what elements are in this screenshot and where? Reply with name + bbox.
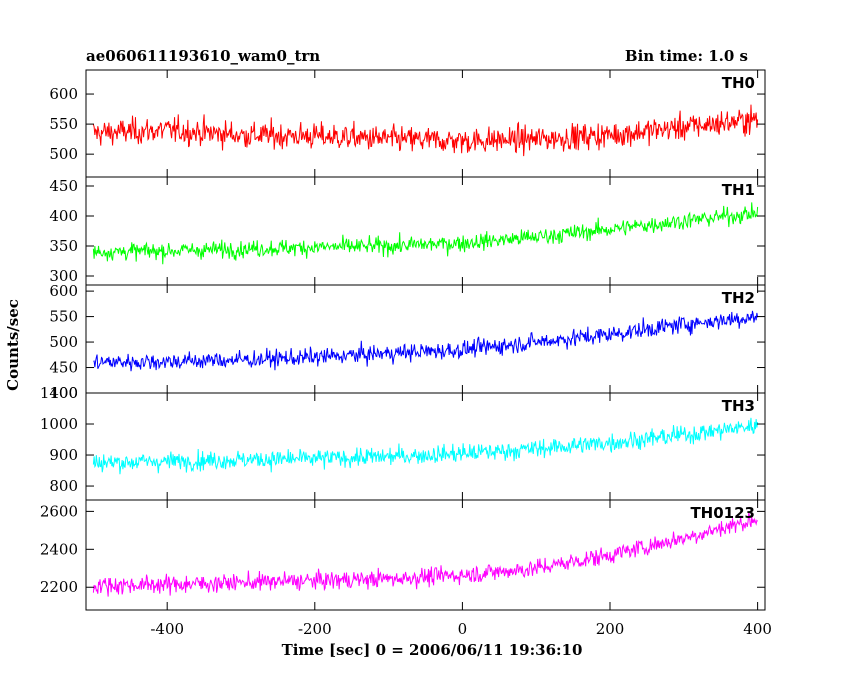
x-tick-label: 400 xyxy=(743,620,772,638)
y-tick-label: 2400 xyxy=(40,540,78,558)
y-tick-label: 2600 xyxy=(40,502,78,520)
series-line-th0 xyxy=(92,104,759,157)
series-line-th0123 xyxy=(92,512,758,597)
y-tick-label: 600 xyxy=(49,282,78,300)
chart-title: ae060611193610_wam0_trn xyxy=(86,47,320,65)
panel-frame-th2 xyxy=(85,284,766,394)
x-axis-label: Time [sec] 0 = 2006/06/11 19:36:10 xyxy=(282,641,583,659)
panel-label-th0: TH0 xyxy=(722,74,755,92)
panel-label-th2: TH2 xyxy=(722,289,755,307)
series-line-th2 xyxy=(93,310,759,372)
panels: 500 550 600 TH0 300 350 400 450 TH1 400 450 500 550 6… xyxy=(40,69,772,638)
panel-label-th3: TH3 xyxy=(722,397,755,415)
bin-time-label: Bin time: 1.0 s xyxy=(625,47,748,65)
x-tick-label: -400 xyxy=(150,620,184,638)
x-tick-label: 0 xyxy=(458,620,468,638)
panel-frame-th1 xyxy=(85,176,766,286)
y-tick-label: 900 xyxy=(49,446,78,464)
x-tick-label: 200 xyxy=(596,620,625,638)
y-tick-label: 450 xyxy=(49,359,78,377)
y-tick-label: 500 xyxy=(49,333,78,351)
y-tick-label: 500 xyxy=(49,145,78,163)
y-tick-label: 1100 xyxy=(40,384,78,402)
y-tick-label: 300 xyxy=(49,267,78,285)
x-tick-label: -200 xyxy=(298,620,332,638)
series-line-th1 xyxy=(92,202,759,265)
y-tick-label: 1000 xyxy=(40,415,78,433)
series-line-th3 xyxy=(92,417,759,475)
y-tick-label: 2200 xyxy=(40,578,78,596)
y-tick-label: 800 xyxy=(49,477,78,495)
y-tick-label: 400 xyxy=(49,384,78,402)
y-tick-label: 550 xyxy=(49,115,78,133)
y-axis-label: Counts/sec xyxy=(4,299,22,391)
panel-frame-th0123 xyxy=(85,499,766,611)
panel-label-th0123: TH0123 xyxy=(690,504,755,522)
panel-frame-th3 xyxy=(85,392,766,501)
y-tick-label: 600 xyxy=(49,85,78,103)
y-tick-label: 400 xyxy=(49,207,78,225)
y-tick-label: 550 xyxy=(49,308,78,326)
y-tick-label: 350 xyxy=(49,237,78,255)
panel-label-th1: TH1 xyxy=(722,181,755,199)
y-tick-label: 450 xyxy=(49,177,78,195)
